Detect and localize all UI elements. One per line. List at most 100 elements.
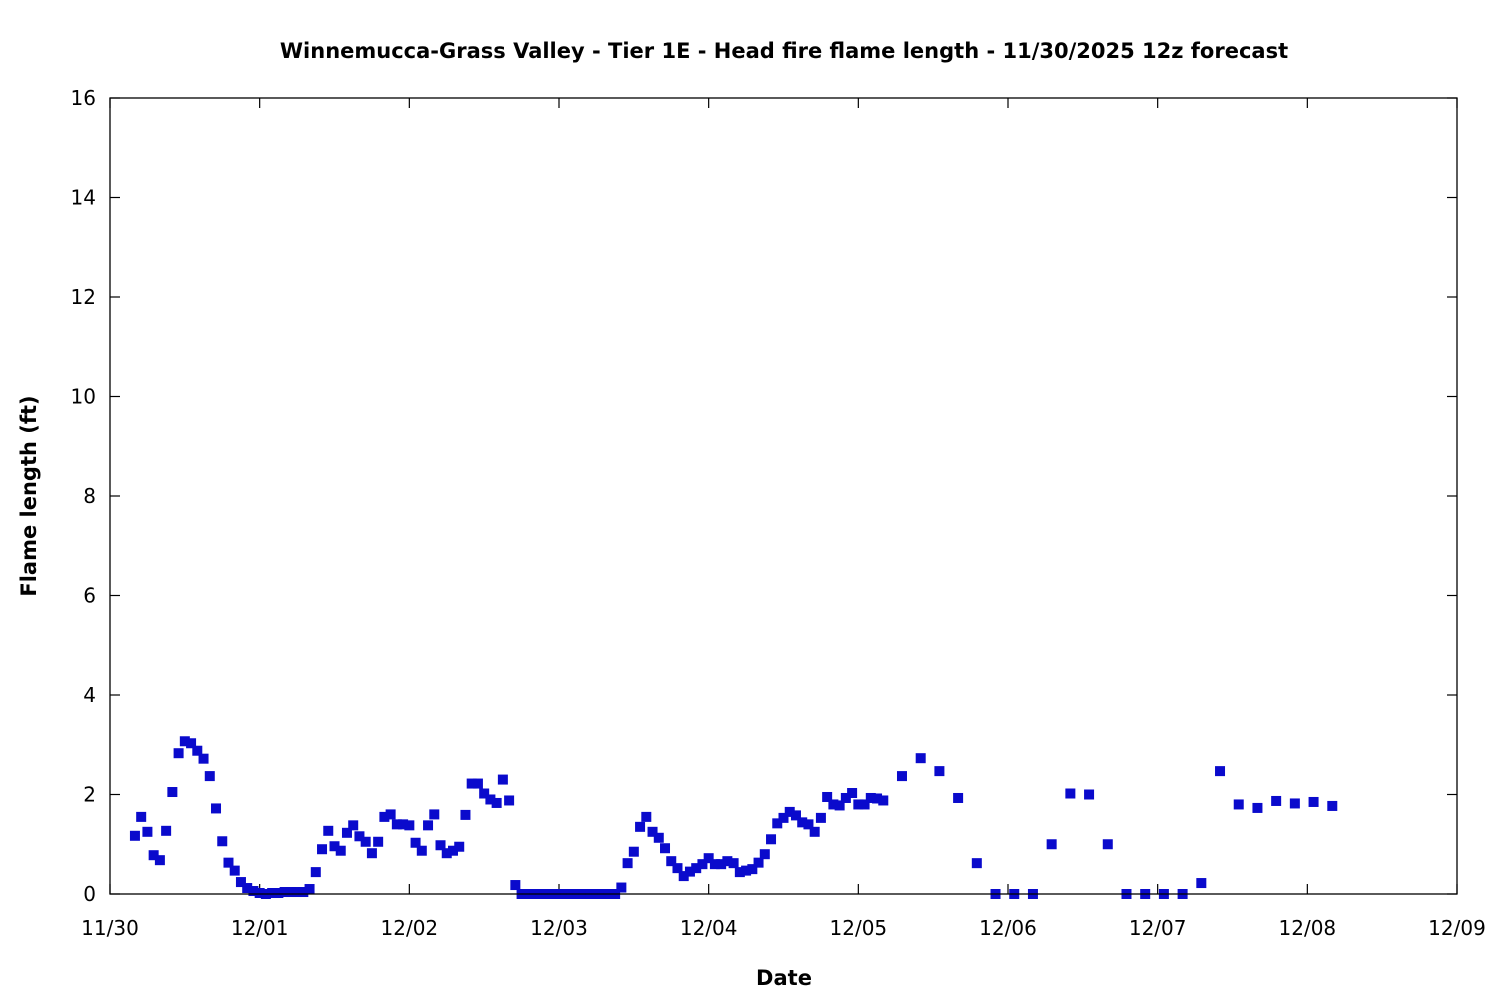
data-point bbox=[1065, 788, 1076, 799]
data-point bbox=[416, 845, 427, 856]
data-point bbox=[915, 753, 926, 764]
data-point bbox=[454, 841, 465, 852]
data-point bbox=[790, 810, 801, 821]
data-point bbox=[285, 887, 296, 898]
data-point bbox=[447, 845, 458, 856]
data-point bbox=[254, 888, 265, 899]
data-point bbox=[485, 794, 496, 805]
data-point bbox=[616, 882, 627, 893]
x-tick-label: 12/04 bbox=[680, 916, 738, 940]
y-tick-label: 14 bbox=[71, 186, 96, 210]
data-point bbox=[728, 858, 739, 869]
data-point bbox=[248, 886, 259, 897]
data-point bbox=[1327, 800, 1338, 811]
data-point bbox=[129, 830, 140, 841]
data-point bbox=[697, 859, 708, 870]
data-point bbox=[878, 795, 889, 806]
x-tick-label: 12/03 bbox=[530, 916, 588, 940]
data-point bbox=[822, 791, 833, 802]
x-tick-label: 12/01 bbox=[231, 916, 289, 940]
data-point bbox=[292, 887, 303, 898]
data-point bbox=[797, 817, 808, 828]
data-point bbox=[341, 827, 352, 838]
data-point bbox=[660, 843, 671, 854]
data-point bbox=[204, 771, 215, 782]
x-tick-label: 12/08 bbox=[1279, 916, 1337, 940]
data-point bbox=[859, 799, 870, 810]
data-point bbox=[273, 888, 284, 899]
data-point bbox=[161, 825, 172, 836]
data-point bbox=[672, 863, 683, 874]
data-point bbox=[404, 820, 415, 831]
x-tick-label: 12/02 bbox=[381, 916, 439, 940]
data-point bbox=[423, 820, 434, 831]
data-point bbox=[267, 888, 278, 899]
data-point bbox=[310, 867, 321, 878]
data-point bbox=[329, 841, 340, 852]
data-point bbox=[235, 877, 246, 888]
data-point bbox=[223, 857, 234, 868]
x-tick-label: 11/30 bbox=[81, 916, 139, 940]
data-point bbox=[1289, 798, 1300, 809]
data-point bbox=[460, 809, 471, 820]
y-tick-label: 10 bbox=[71, 385, 96, 409]
data-point bbox=[173, 748, 184, 759]
data-point bbox=[298, 887, 309, 898]
data-point bbox=[479, 788, 490, 799]
data-point bbox=[703, 853, 714, 864]
data-point bbox=[741, 865, 752, 876]
data-point bbox=[1252, 802, 1263, 813]
data-point bbox=[217, 836, 228, 847]
y-tick-label: 8 bbox=[83, 484, 96, 508]
y-axis-label: Flame length (ft) bbox=[17, 395, 41, 596]
data-point bbox=[747, 864, 758, 875]
data-point bbox=[497, 774, 508, 785]
data-point bbox=[772, 818, 783, 829]
y-tick-label: 6 bbox=[83, 584, 96, 608]
data-point bbox=[934, 766, 945, 777]
data-point bbox=[1084, 789, 1095, 800]
data-point bbox=[472, 778, 483, 789]
data-point bbox=[753, 857, 764, 868]
data-point bbox=[809, 826, 820, 837]
data-point bbox=[279, 887, 290, 898]
data-point bbox=[641, 811, 652, 822]
data-point bbox=[335, 845, 346, 856]
data-point bbox=[211, 803, 222, 814]
data-point bbox=[1233, 799, 1244, 810]
data-point bbox=[722, 856, 733, 867]
data-point bbox=[504, 795, 515, 806]
data-point bbox=[148, 850, 159, 861]
data-point bbox=[666, 856, 677, 867]
x-tick-label: 12/09 bbox=[1428, 916, 1486, 940]
y-tick-label: 12 bbox=[71, 285, 96, 309]
data-point bbox=[466, 778, 477, 789]
data-point bbox=[759, 849, 770, 860]
x-axis-label: Date bbox=[756, 966, 812, 990]
data-point bbox=[179, 736, 190, 747]
data-point bbox=[304, 884, 315, 895]
data-point bbox=[828, 799, 839, 810]
data-point bbox=[953, 792, 964, 803]
data-point bbox=[766, 834, 777, 845]
data-point bbox=[716, 859, 727, 870]
y-tick-label: 16 bbox=[71, 86, 96, 110]
data-point bbox=[896, 771, 907, 782]
data-point bbox=[379, 811, 390, 822]
data-point bbox=[323, 825, 334, 836]
data-point bbox=[709, 859, 720, 870]
data-point bbox=[167, 787, 178, 798]
data-point bbox=[192, 745, 203, 756]
data-point bbox=[391, 819, 402, 830]
y-tick-label: 4 bbox=[83, 683, 96, 707]
data-point bbox=[1102, 839, 1113, 850]
data-point bbox=[803, 819, 814, 830]
data-point bbox=[734, 867, 745, 878]
data-point bbox=[317, 844, 328, 855]
data-point bbox=[429, 809, 440, 820]
data-point bbox=[784, 806, 795, 817]
data-point bbox=[373, 836, 384, 847]
data-point bbox=[653, 832, 664, 843]
data-point bbox=[186, 738, 197, 749]
plot-frame bbox=[109, 97, 1458, 895]
